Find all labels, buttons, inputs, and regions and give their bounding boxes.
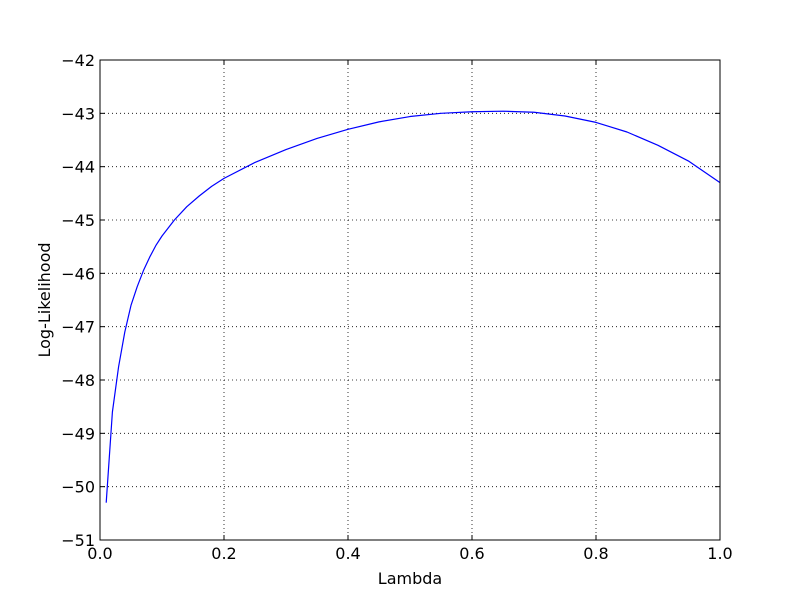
y-axis-label: Log-Likelihood — [35, 242, 54, 357]
grid — [100, 60, 720, 540]
y-tick-label: −46 — [61, 264, 95, 283]
x-tick-label: 1.0 — [707, 544, 732, 563]
y-tick-label: −45 — [61, 211, 95, 230]
y-tick-label: −47 — [61, 318, 95, 337]
y-tick-label: −49 — [61, 424, 95, 443]
x-tick-label: 0.2 — [211, 544, 236, 563]
y-tick-label: −51 — [61, 531, 95, 550]
x-tick-label: 0.0 — [87, 544, 112, 563]
plot-frame — [99, 59, 721, 541]
x-tick-label: 0.8 — [583, 544, 608, 563]
y-tick-label: −44 — [61, 158, 95, 177]
y-tick-label: −48 — [61, 371, 95, 390]
x-tick-label: 0.4 — [335, 544, 360, 563]
x-tick-label: 0.6 — [459, 544, 484, 563]
series-layer — [105, 110, 721, 503]
y-tick-label: −42 — [61, 51, 95, 70]
y-tick-labels: −51 −50 −49 −48 −47 −46 −45 −44 −43 −42 — [61, 51, 95, 550]
series-line — [105, 110, 721, 503]
y-tick-label: −43 — [61, 104, 95, 123]
y-tick-label: −50 — [61, 478, 95, 497]
x-tick-labels: 0.0 0.2 0.4 0.6 0.8 1.0 — [87, 544, 732, 563]
x-axis-label: Lambda — [378, 569, 442, 588]
